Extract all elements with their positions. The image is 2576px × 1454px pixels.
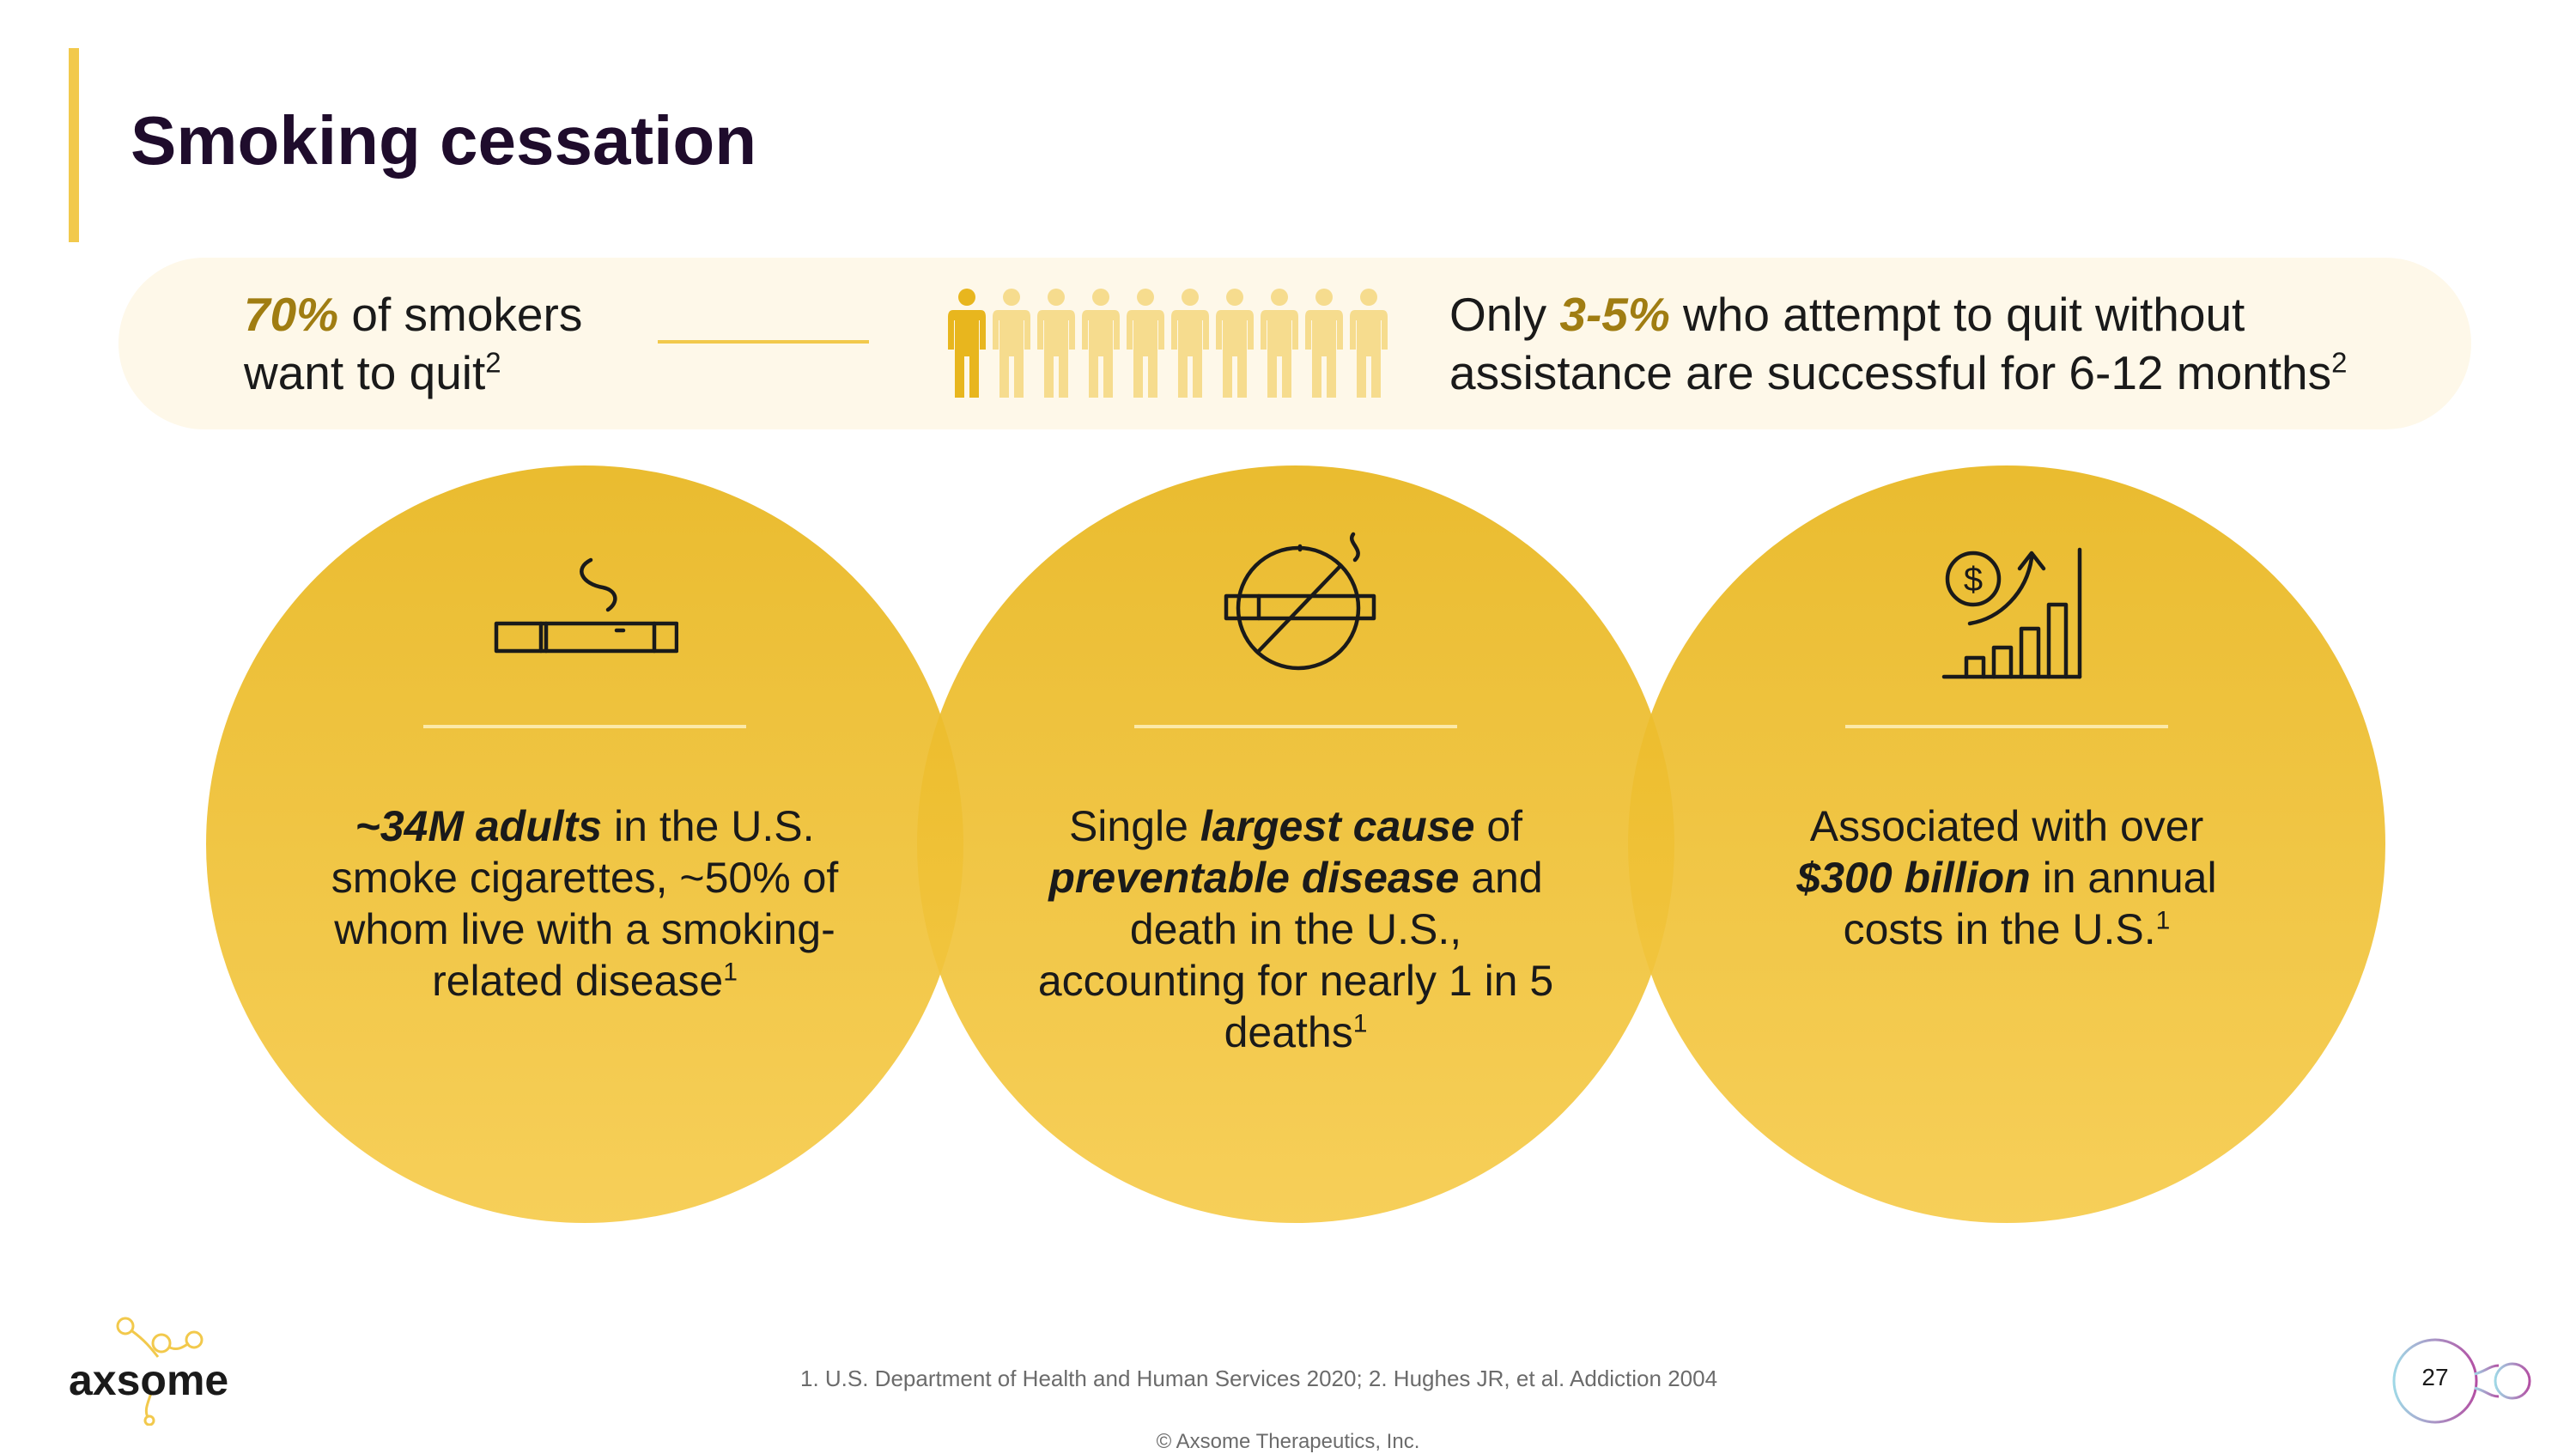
person-icon [1171, 289, 1209, 398]
adults-text: whom live with a smoking- [334, 905, 835, 953]
circle-disease [917, 465, 1674, 1223]
circle-adults [206, 465, 963, 1223]
footnote-ref: 1 [723, 958, 738, 987]
person-icon [993, 289, 1030, 398]
banner-left-stat: 70% of smokers want to quit2 [244, 285, 582, 402]
disease-text: and [1459, 854, 1543, 902]
cigarette-icon [494, 557, 678, 654]
title-accent-bar [69, 48, 79, 242]
axsome-logo: axsome [69, 1317, 228, 1426]
circle-divider [1134, 725, 1457, 728]
svg-text:$: $ [1964, 561, 1983, 599]
person-icon [1082, 289, 1120, 398]
references: 1. U.S. Department of Health and Human S… [800, 1366, 1718, 1391]
disease-text: death in the U.S., [1129, 905, 1462, 953]
person-icon [1305, 289, 1343, 398]
banner-right-stat: Only 3-5% who attempt to quit without as… [1449, 285, 2348, 402]
circle-divider [1845, 725, 2168, 728]
circle-costs [1628, 465, 2385, 1223]
banner-right-prefix: Only [1449, 288, 1560, 341]
banner-left-text-2: want to quit [244, 346, 486, 399]
costs-text: in annual [2030, 854, 2217, 902]
disease-text: Single [1068, 802, 1200, 850]
costs-text: Associated with over [1809, 802, 2204, 850]
largest-cause-emphasis: largest cause [1200, 802, 1475, 850]
disease-text: of [1474, 802, 1523, 850]
disease-statement: Single largest cause of preventable dise… [1012, 800, 1579, 1058]
no-smoking-icon [1224, 532, 1376, 671]
person-icon [1261, 289, 1298, 398]
person-icon [1127, 289, 1164, 398]
adults-text: related disease [432, 957, 724, 1005]
banner-left-text-1: of smokers [338, 288, 583, 341]
banner-connector-line [658, 340, 869, 344]
person-icon [1350, 289, 1388, 398]
cost-emphasis: $300 billion [1796, 854, 2031, 902]
logo-text: axsome [69, 1356, 228, 1404]
page-title: Smoking cessation [131, 102, 757, 179]
banner-right-text-2: assistance are successful for 6-12 month… [1449, 346, 2332, 399]
footnote-ref: 2 [485, 346, 501, 379]
preventable-disease-emphasis: preventable disease [1048, 854, 1460, 902]
disease-text: accounting for nearly 1 in 5 [1037, 957, 1554, 1005]
footnote-ref: 1 [1352, 1009, 1368, 1038]
page-number: 27 [2421, 1364, 2449, 1390]
footnote-ref: 1 [2155, 906, 2171, 935]
person-icon-highlighted [948, 289, 986, 398]
person-icon [1216, 289, 1254, 398]
costs-text: costs in the U.S. [1843, 905, 2156, 953]
person-icon [1037, 289, 1075, 398]
quit-percent: 70% [244, 288, 339, 341]
people-icons [948, 289, 1388, 398]
footnote-ref: 2 [2331, 346, 2348, 379]
circle-divider [423, 725, 746, 728]
adults-statement: ~34M adults in the U.S. smoke cigarettes… [301, 800, 868, 1007]
costs-statement: Associated with over $300 billion in ann… [1723, 800, 2290, 955]
adults-emphasis: ~34M adults [355, 802, 603, 850]
rising-cost-icon: $ [1941, 547, 2082, 679]
banner-right-text-1: who attempt to quit without [1669, 288, 2245, 341]
adults-text: smoke cigarettes, ~50% of [331, 854, 839, 902]
success-percent: 3-5% [1559, 288, 1670, 341]
disease-text: deaths [1224, 1008, 1353, 1056]
adults-text: in the U.S. [602, 802, 815, 850]
page-number-badge [2392, 1338, 2531, 1424]
copyright: © Axsome Therapeutics, Inc. [1156, 1430, 1420, 1453]
